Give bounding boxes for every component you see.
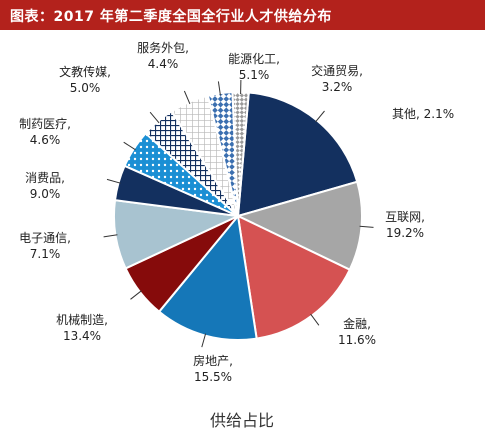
leader-line-3 (201, 333, 207, 348)
leader-line-5 (103, 234, 118, 238)
slice-value-8: 4.4% (148, 57, 179, 71)
slice-label-9: 能源化工, (228, 52, 280, 66)
slice-labels: 互联网, 19.2% 金融, 11.6% 房地产, 15.5% 机械制造, 13.4% 电子通信… (19, 40, 454, 384)
slice-label-7: 文教传媒, (59, 64, 111, 79)
slice-label-5: 消费品, (25, 171, 65, 185)
slice-value-1: 11.6% (338, 333, 376, 347)
slice-label-6: 制药医疗, (19, 117, 71, 131)
slice-label-11: 其他, 2.1% (392, 107, 454, 121)
slice-label-0: 互联网, (385, 210, 425, 224)
slice-label-1: 金融, (343, 316, 371, 331)
leader-lines (103, 79, 374, 348)
leader-line-9 (183, 90, 191, 105)
slice-label-4: 电子通信, (19, 231, 71, 245)
slice-value-4: 7.1% (30, 247, 61, 261)
slice-value-10: 3.2% (322, 80, 353, 94)
slice-label-8: 服务外包, (137, 40, 189, 55)
leader-line-8 (149, 111, 160, 124)
slice-value-0: 19.2% (386, 226, 424, 240)
slice-value-9: 5.1% (239, 68, 270, 82)
slice-label-3: 机械制造, (56, 312, 108, 327)
leader-line-6 (106, 178, 121, 184)
slice-value-7: 5.0% (70, 81, 101, 95)
title-bar: 图表：2017 年第二季度全国全行业人才供给分布 (0, 0, 485, 30)
leader-line-2 (310, 313, 320, 326)
x-axis-label: 供给占比 (210, 411, 274, 430)
leader-line-1 (359, 225, 374, 228)
slice-value-5: 9.0% (30, 187, 61, 201)
chart-title: 图表：2017 年第二季度全国全行业人才供给分布 (10, 9, 332, 25)
slice-value-6: 4.6% (30, 133, 61, 147)
slice-label-2: 房地产, (193, 353, 233, 368)
leader-line-4 (130, 290, 142, 300)
leader-line-10 (217, 81, 221, 96)
slice-value-3: 13.4% (63, 329, 101, 343)
pie-slices (113, 91, 363, 341)
leader-line-0 (315, 110, 325, 123)
leader-line-7 (123, 141, 136, 151)
slice-label-10: 交通贸易, (311, 63, 363, 78)
slice-value-2: 15.5% (194, 370, 232, 384)
